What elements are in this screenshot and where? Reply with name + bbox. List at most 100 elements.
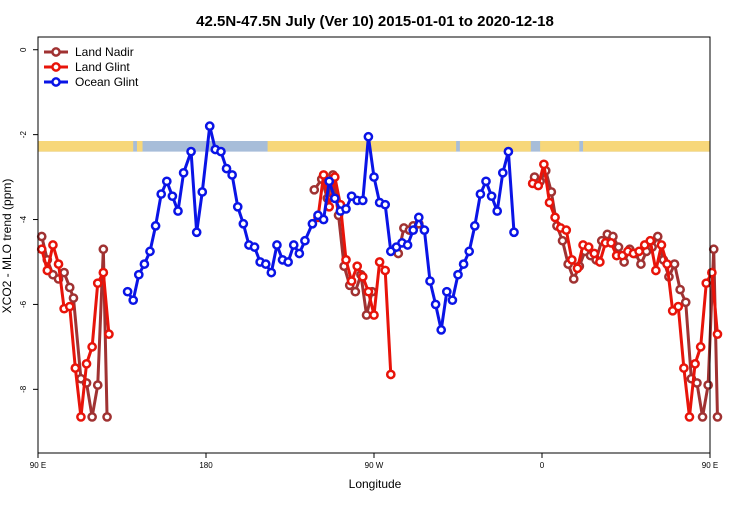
- data-point: [533, 180, 544, 191]
- y-axis-label: XCO2 - MLO trend (ppm): [0, 179, 14, 314]
- series-line-segment: [687, 362, 697, 419]
- data-point: [662, 259, 672, 269]
- data-point: [307, 218, 318, 229]
- series-line-segment: [473, 192, 482, 228]
- data-point: [68, 293, 79, 303]
- data-point: [92, 380, 103, 390]
- data-point: [238, 218, 249, 229]
- data-point: [539, 159, 549, 170]
- data-point: [690, 359, 700, 369]
- data-point: [64, 282, 75, 293]
- data-point: [613, 242, 624, 252]
- land-ocean-band: [38, 141, 710, 152]
- data-point: [76, 412, 86, 422]
- series-line-segment: [383, 203, 393, 253]
- series-line-segment: [676, 305, 686, 370]
- data-point: [318, 214, 329, 225]
- series-line-segment: [154, 192, 163, 228]
- band-land-segment: [540, 141, 580, 152]
- series-line-segment: [71, 296, 83, 381]
- data-point: [408, 225, 419, 235]
- data-point: [497, 167, 508, 178]
- data-point: [324, 176, 335, 187]
- series-line-segment: [176, 171, 186, 213]
- data-point: [145, 246, 155, 257]
- data-point: [695, 342, 706, 352]
- data-point: [447, 295, 458, 306]
- data-point: [453, 269, 463, 280]
- plot-frame: [37, 36, 711, 454]
- data-point: [139, 259, 150, 269]
- data-point: [679, 363, 689, 373]
- data-point: [606, 238, 616, 248]
- data-point: [283, 257, 293, 267]
- data-point: [232, 201, 243, 212]
- data-point: [669, 259, 680, 269]
- data-point: [300, 235, 310, 246]
- data-point: [645, 235, 656, 246]
- data-point: [380, 265, 391, 276]
- data-point: [675, 284, 685, 295]
- x-tick-label: 90 W: [365, 461, 384, 470]
- data-point: [36, 244, 47, 255]
- series-layer: [36, 121, 723, 422]
- data-point: [561, 225, 572, 235]
- band-land-segment: [136, 141, 143, 152]
- data-point: [589, 248, 600, 259]
- series-line-segment: [383, 268, 393, 376]
- data-point: [53, 259, 64, 269]
- data-point: [419, 225, 430, 235]
- data-point: [173, 206, 183, 216]
- series-1: [36, 159, 723, 422]
- data-point: [697, 412, 708, 422]
- data-point: [197, 187, 208, 197]
- band-land-segment: [459, 141, 531, 152]
- data-point: [122, 286, 133, 297]
- data-point: [98, 244, 109, 255]
- data-point: [341, 204, 351, 214]
- series-line-segment: [506, 150, 516, 234]
- x-tick-label: 90 E: [702, 461, 718, 470]
- data-point: [161, 176, 172, 187]
- data-point: [469, 221, 480, 231]
- data-point: [98, 267, 109, 278]
- data-point: [42, 265, 53, 276]
- data-point: [357, 271, 368, 282]
- data-point: [572, 263, 583, 274]
- data-point: [707, 267, 717, 278]
- data-point: [221, 163, 232, 174]
- data-point: [350, 286, 361, 297]
- x-tick-label: 0: [540, 461, 545, 470]
- data-point: [651, 265, 661, 276]
- series-line-segment: [189, 150, 199, 234]
- data-point: [380, 199, 391, 210]
- series-line-segment: [230, 173, 240, 209]
- data-point: [288, 240, 299, 250]
- series-line-segment: [684, 300, 693, 381]
- series-line-segment: [79, 362, 89, 419]
- data-point: [357, 195, 368, 206]
- data-point: [402, 240, 413, 250]
- data-point: [458, 259, 469, 269]
- series-line-segment: [701, 383, 710, 419]
- series-line-segment: [648, 239, 658, 272]
- data-point: [64, 301, 75, 312]
- series-line-segment: [73, 366, 83, 419]
- series-line-segment: [366, 135, 376, 179]
- data-point: [150, 221, 161, 231]
- data-point: [352, 261, 363, 272]
- series-line-segment: [85, 381, 94, 419]
- data-point: [567, 255, 577, 265]
- legend-label: Land Nadir: [75, 45, 134, 59]
- data-point: [684, 412, 695, 422]
- series-line-segment: [322, 179, 331, 222]
- data-point: [701, 278, 712, 289]
- data-point: [346, 276, 357, 286]
- series-line-segment: [361, 135, 370, 202]
- series-line-segment: [195, 190, 204, 234]
- data-point: [133, 269, 144, 280]
- data-point: [503, 146, 514, 157]
- data-point: [374, 257, 385, 267]
- data-point: [557, 235, 568, 246]
